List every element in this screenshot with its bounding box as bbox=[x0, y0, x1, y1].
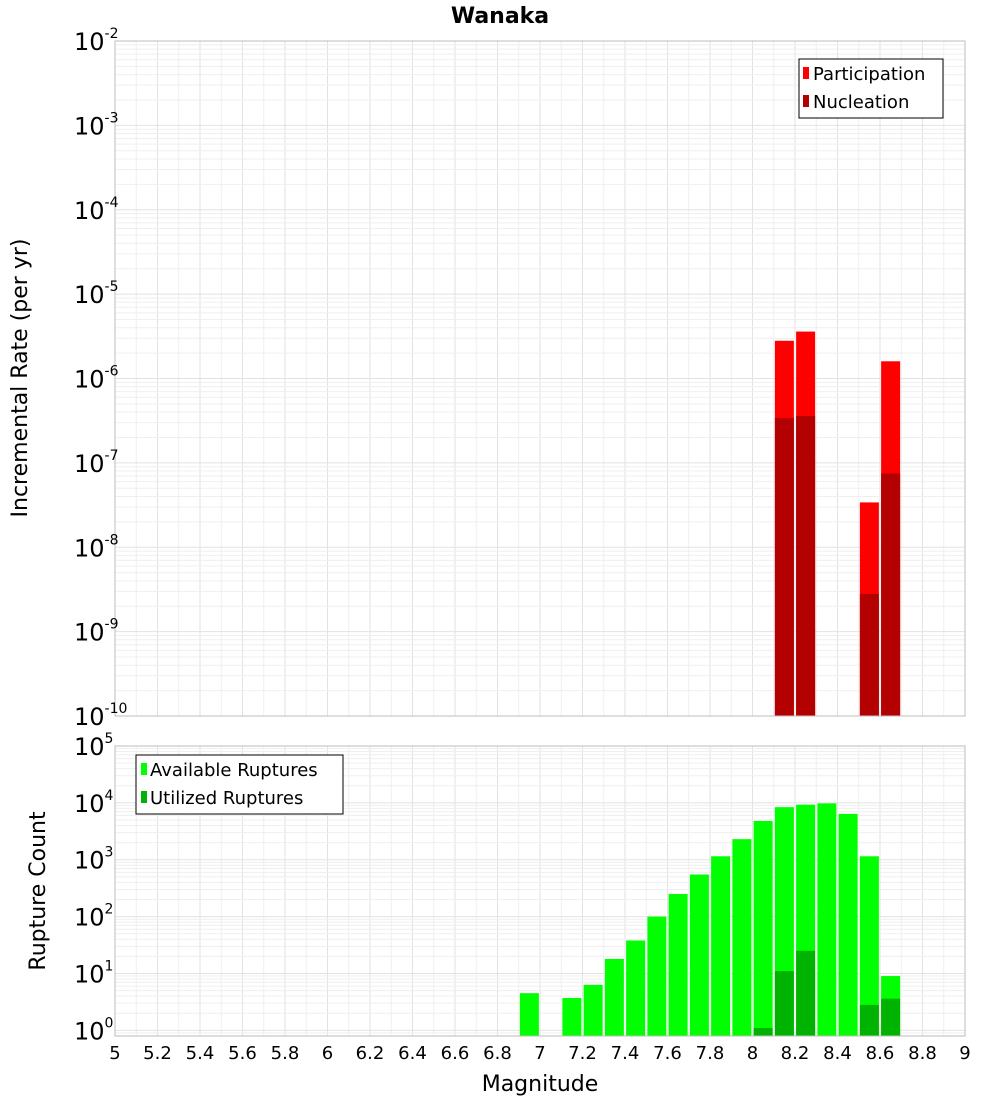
participation-legend-swatch bbox=[803, 67, 809, 79]
utilized-ruptures-bar bbox=[796, 950, 816, 1036]
x-ticks: 5 5.2 5.4 5.6 5.8 6 6.2 6.4 6.6 6.8 7 7.2 7.4 7.6 7.8 8… bbox=[109, 1043, 970, 1064]
x-tick-label: 6.4 bbox=[398, 1043, 427, 1064]
x-tick-label: 8.4 bbox=[823, 1043, 852, 1064]
bottom-y-ticks: 100 101 102 103 104 105 bbox=[74, 731, 114, 1045]
top-legend-box bbox=[798, 58, 944, 119]
nucleation-bar bbox=[774, 418, 794, 716]
y-tick-label: 105 bbox=[74, 731, 113, 761]
x-tick-label: 7.4 bbox=[611, 1043, 640, 1064]
x-tick-label: 9 bbox=[959, 1043, 970, 1064]
nucleation-bar bbox=[881, 473, 901, 716]
utilized-ruptures-bar bbox=[881, 998, 901, 1036]
top-y-ticks: 10-10 10-9 10-8 10-7 10-6 10-5 10-4 10-3 10-2 bbox=[74, 26, 127, 731]
y-tick-label: 103 bbox=[74, 845, 113, 875]
bottom-y-axis-label: Rupture Count bbox=[26, 811, 51, 971]
x-tick-label: 5.6 bbox=[228, 1043, 257, 1064]
available-ruptures-bar bbox=[732, 839, 752, 1036]
available-ruptures-bar bbox=[647, 916, 667, 1036]
available-legend-swatch bbox=[141, 763, 147, 775]
x-tick-label: 7.2 bbox=[568, 1043, 597, 1064]
y-tick-label: 10-8 bbox=[74, 532, 119, 562]
y-tick-label: 101 bbox=[74, 958, 113, 988]
y-tick-label: 100 bbox=[74, 1015, 113, 1045]
x-tick-label: 5 bbox=[109, 1043, 120, 1064]
participation-legend-label: Participation bbox=[813, 64, 925, 85]
x-tick-label: 6.2 bbox=[356, 1043, 385, 1064]
available-ruptures-bar bbox=[668, 893, 688, 1036]
top-y-axis-label: Incremental Rate (per yr) bbox=[8, 239, 33, 518]
x-tick-label: 8.6 bbox=[866, 1043, 895, 1064]
available-ruptures-bar bbox=[689, 874, 709, 1036]
x-tick-label: 6 bbox=[322, 1043, 333, 1064]
available-ruptures-bar bbox=[711, 856, 731, 1036]
available-ruptures-bar bbox=[604, 958, 624, 1036]
x-tick-label: 8.8 bbox=[908, 1043, 937, 1064]
utilized-ruptures-bar bbox=[859, 1004, 879, 1036]
x-tick-label: 5.4 bbox=[186, 1043, 215, 1064]
x-tick-label: 7.8 bbox=[696, 1043, 725, 1064]
top-plot-frame bbox=[114, 40, 966, 717]
x-tick-label: 7 bbox=[534, 1043, 545, 1064]
y-tick-label: 10-10 bbox=[74, 701, 127, 731]
y-tick-label: 10-6 bbox=[74, 364, 119, 394]
x-tick-label: 5.2 bbox=[143, 1043, 172, 1064]
nucleation-bar bbox=[796, 415, 816, 716]
y-tick-label: 10-2 bbox=[74, 26, 119, 56]
top-grid bbox=[114, 40, 966, 717]
bottom-legend: Available Ruptures Utilized Ruptures bbox=[135, 754, 344, 815]
available-ruptures-bar bbox=[859, 856, 879, 1036]
available-ruptures-bar bbox=[838, 813, 858, 1036]
nucleation-legend-swatch bbox=[803, 95, 809, 107]
available-ruptures-bar bbox=[817, 803, 837, 1036]
available-legend-label: Available Ruptures bbox=[150, 760, 318, 781]
x-tick-label: 8.2 bbox=[781, 1043, 810, 1064]
available-ruptures-bar bbox=[562, 998, 582, 1036]
top-bars bbox=[774, 331, 901, 716]
bottom-legend-box bbox=[135, 754, 344, 815]
available-ruptures-bar bbox=[519, 993, 539, 1036]
x-tick-label: 6.6 bbox=[441, 1043, 470, 1064]
utilized-legend-swatch bbox=[141, 791, 147, 803]
available-ruptures-bar bbox=[583, 984, 603, 1036]
available-ruptures-bar bbox=[753, 820, 773, 1036]
x-tick-label: 7.6 bbox=[653, 1043, 682, 1064]
y-tick-label: 10-7 bbox=[74, 448, 119, 478]
x-tick-label: 6.8 bbox=[483, 1043, 512, 1064]
utilized-ruptures-bar bbox=[774, 971, 794, 1036]
chart-title: Wanaka bbox=[451, 4, 549, 29]
x-tick-label: 8 bbox=[747, 1043, 758, 1064]
y-tick-label: 10-3 bbox=[74, 110, 119, 140]
utilized-legend-label: Utilized Ruptures bbox=[150, 788, 303, 809]
bottom-bars bbox=[519, 803, 901, 1036]
x-axis-label: Magnitude bbox=[482, 1072, 599, 1097]
utilized-ruptures-bar bbox=[753, 1027, 773, 1036]
y-tick-label: 102 bbox=[74, 902, 113, 932]
nucleation-legend-label: Nucleation bbox=[813, 92, 909, 113]
nucleation-bar bbox=[859, 593, 879, 716]
top-legend: Participation Nucleation bbox=[798, 58, 944, 119]
y-tick-label: 10-4 bbox=[74, 195, 119, 225]
y-tick-label: 104 bbox=[74, 788, 114, 818]
x-tick-label: 5.8 bbox=[271, 1043, 300, 1064]
y-tick-label: 10-5 bbox=[74, 279, 119, 309]
y-tick-label: 10-9 bbox=[74, 617, 119, 647]
available-ruptures-bar bbox=[626, 940, 646, 1036]
bottom-plot-frame bbox=[114, 745, 966, 1037]
